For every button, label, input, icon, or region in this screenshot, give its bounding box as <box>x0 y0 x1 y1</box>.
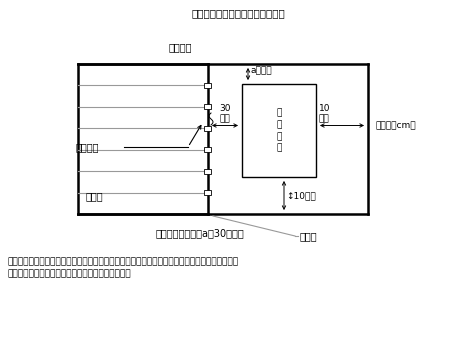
Bar <box>204 147 211 152</box>
Text: 一方の側面に点検・管理空間を確保すること。: 一方の側面に点検・管理空間を確保すること。 <box>8 269 131 278</box>
Bar <box>241 84 315 177</box>
Bar <box>204 104 211 109</box>
Text: 点検・管理空間　a＝30㎝以上: 点検・管理空間 a＝30㎝以上 <box>155 228 244 238</box>
Text: 放射方向: 放射方向 <box>76 142 99 152</box>
Text: ↕10以上: ↕10以上 <box>286 191 315 200</box>
Text: a（注）: a（注） <box>250 67 272 76</box>
Text: 30
以上: 30 以上 <box>219 104 230 123</box>
Bar <box>204 83 211 88</box>
Text: （単位：cm）: （単位：cm） <box>375 121 416 130</box>
Text: 10
以上: 10 以上 <box>318 104 330 123</box>
Text: 放
射
装
置: 放 射 装 置 <box>276 108 281 153</box>
Bar <box>204 126 211 131</box>
Text: 防護柵: 防護柵 <box>299 231 317 241</box>
Text: （平面）: （平面） <box>168 42 191 52</box>
Text: 図３　点検・管理空間（平面図）: 図３ 点検・管理空間（平面図） <box>191 8 284 18</box>
Bar <box>204 190 211 195</box>
Bar <box>204 169 211 174</box>
Text: スノコ: スノコ <box>86 191 103 201</box>
Text: 注）両側面及び背面の３面が壁に囲まれた場所に遠赤外線放射装置を設置する場合は、どちらか: 注）両側面及び背面の３面が壁に囲まれた場所に遠赤外線放射装置を設置する場合は、ど… <box>8 257 238 266</box>
